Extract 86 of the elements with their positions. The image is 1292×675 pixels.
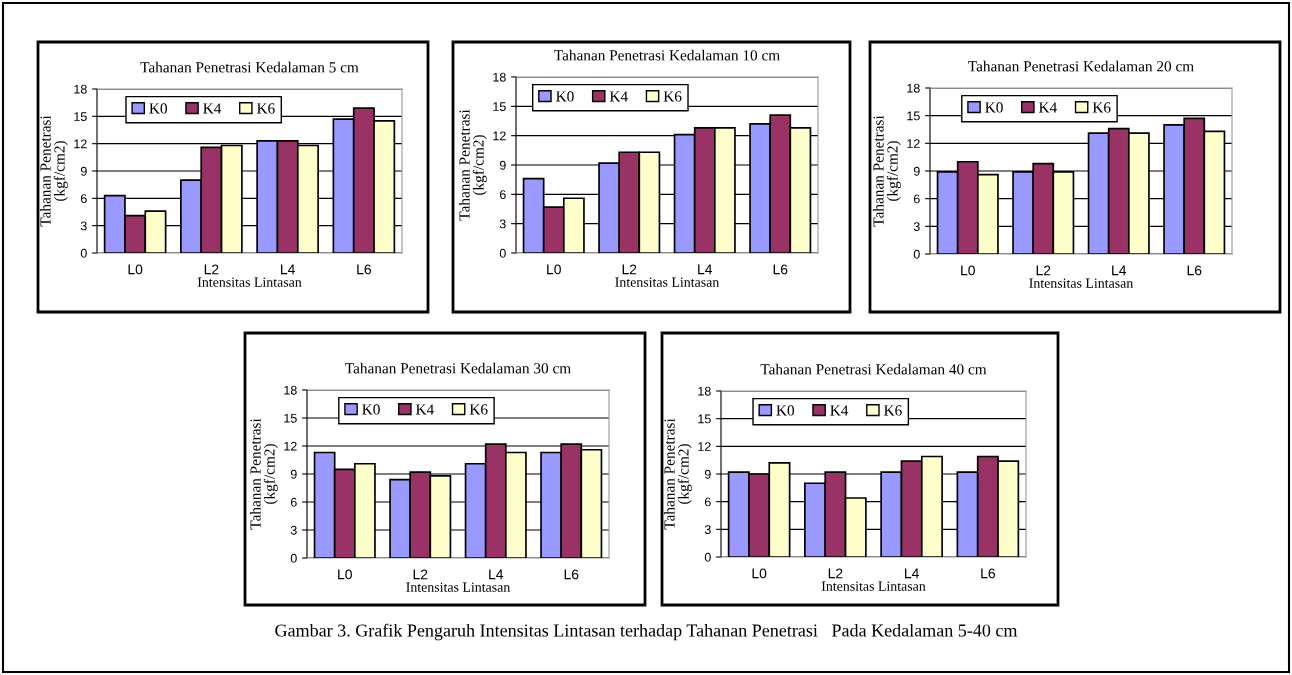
y-tick-label: 6 — [499, 190, 506, 199]
y-tick-label: 18 — [493, 72, 506, 82]
x-tick-label: L6 — [773, 264, 788, 275]
text: Gambar 3. Grafik Pengaruh Intensitas Lintasan terhadap Tahanan Penetrasi Pada Kedalaman 5-40 cm — [275, 623, 1018, 641]
y-tick-label: 3 — [704, 525, 711, 534]
y-axis-title: Tahanan Penetrasi (kgf/cm2) — [458, 109, 487, 221]
x-tick-label: L2 — [413, 569, 428, 580]
x-tick-label: L0 — [961, 265, 975, 276]
y-tick-label: 15 — [284, 413, 297, 423]
y-tick-label: 9 — [499, 160, 506, 170]
legend-label: K0 — [149, 103, 167, 114]
legend-label: K0 — [362, 404, 380, 415]
y-tick-label: 12 — [698, 442, 711, 451]
x-tick-label: L2 — [204, 264, 219, 275]
y-tick-label: 9 — [704, 469, 711, 479]
y-tick-label: 12 — [907, 139, 920, 148]
y-tick-label: 9 — [80, 166, 87, 176]
x-tick-label: L6 — [357, 264, 371, 275]
y-tick-label: 6 — [80, 194, 87, 203]
y-tick-label: 15 — [907, 111, 920, 121]
y-tick-label: 0 — [913, 249, 920, 259]
y-tick-label: 0 — [80, 248, 87, 258]
y-tick-label: 12 — [493, 131, 506, 141]
legend-label: K6 — [884, 405, 902, 416]
x-axis-title: Intensitas Lintasan — [197, 277, 302, 287]
y-tick-label: 15 — [74, 112, 87, 121]
y-axis-title: Tahanan Penetrasi (kgf/cm2) — [872, 115, 901, 227]
x-axis-title: Intensitas Lintasan — [615, 277, 720, 287]
x-tick-label: L6 — [564, 569, 579, 580]
y-tick-label: 6 — [290, 497, 297, 507]
y-tick-label: 3 — [499, 219, 506, 229]
chart-title: Tahanan Penetrasi Kedalaman 5 cm — [140, 61, 359, 73]
y-tick-label: 0 — [704, 552, 711, 562]
legend-label: K4 — [609, 91, 628, 102]
y-tick-label: 9 — [913, 166, 920, 176]
x-axis-title: Intensitas Lintasan — [821, 581, 926, 591]
x-tick-label: L4 — [698, 264, 713, 275]
x-axis-title: Intensitas Lintasan — [1029, 278, 1134, 288]
y-tick-label: 3 — [80, 221, 87, 231]
legend-label: K0 — [556, 91, 574, 102]
x-tick-label: L2 — [828, 568, 843, 579]
x-tick-label: L0 — [752, 568, 767, 579]
x-tick-label: L6 — [1187, 265, 1202, 276]
y-tick-label: 18 — [284, 385, 297, 395]
x-tick-label: L2 — [622, 264, 637, 275]
x-axis-title: Intensitas Lintasan — [406, 582, 511, 592]
legend-label: K6 — [469, 404, 488, 415]
x-tick-label: L4 — [489, 569, 504, 580]
y-tick-label: 12 — [284, 441, 297, 451]
legend-label: K4 — [203, 103, 222, 114]
y-tick-label: 18 — [74, 84, 87, 94]
y-tick-label: 3 — [913, 222, 920, 231]
x-tick-label: L2 — [1036, 265, 1051, 276]
x-tick-label: L0 — [338, 569, 352, 580]
y-tick-label: 6 — [913, 194, 920, 204]
y-tick-label: 3 — [290, 525, 297, 535]
chart-title: Tahanan Penetrasi Kedalaman 20 cm — [968, 60, 1194, 72]
y-tick-label: 0 — [290, 553, 297, 563]
x-tick-label: L4 — [1112, 265, 1127, 276]
y-tick-label: 18 — [698, 386, 711, 396]
legend-label: K0 — [985, 102, 1003, 113]
x-tick-label: L0 — [128, 264, 143, 275]
y-tick-label: 6 — [704, 497, 711, 507]
x-tick-label: L0 — [547, 264, 561, 275]
y-tick-label: 12 — [74, 139, 87, 149]
chart-title: Tahanan Penetrasi Kedalaman 30 cm — [345, 362, 571, 374]
x-tick-label: L4 — [281, 264, 295, 275]
y-axis-title: Tahanan Penetrasi (kgf/cm2) — [39, 115, 68, 227]
legend-label: K4 — [415, 404, 434, 415]
legend-label: K4 — [830, 405, 849, 416]
legend-label: K6 — [1092, 102, 1111, 113]
chart-title: Tahanan Penetrasi Kedalaman 10 cm — [554, 49, 780, 61]
legend-label: K6 — [256, 103, 275, 114]
legend-label: K6 — [663, 91, 682, 102]
legend-label: K0 — [776, 405, 795, 416]
y-tick-label: 15 — [698, 414, 711, 424]
chart-title: Tahanan Penetrasi Kedalaman 40 cm — [760, 363, 987, 375]
legend-label: K4 — [1038, 102, 1057, 113]
x-tick-label: L6 — [981, 568, 995, 579]
y-tick-label: 18 — [907, 83, 920, 93]
y-tick-label: 0 — [499, 248, 506, 258]
y-axis-title: Tahanan Penetrasi (kgf/cm2) — [249, 418, 278, 530]
y-tick-label: 15 — [493, 102, 506, 111]
x-tick-label: L4 — [905, 568, 919, 579]
y-tick-label: 9 — [290, 469, 297, 479]
y-axis-title: Tahanan Penetrasi (kgf/cm2) — [663, 418, 692, 530]
